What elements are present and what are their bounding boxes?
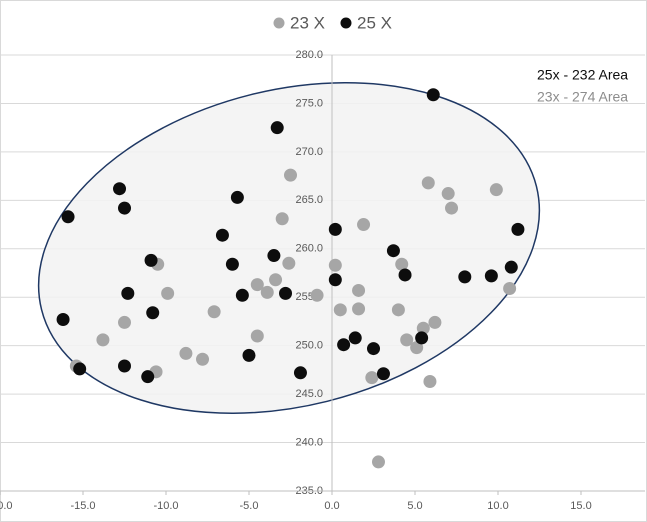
- x-tick-label: -5.0: [240, 500, 259, 512]
- point: [161, 286, 175, 300]
- legend-marker: [273, 17, 285, 29]
- legend-label: 23 X: [290, 13, 325, 32]
- point: [365, 371, 379, 385]
- point: [400, 333, 414, 347]
- point: [386, 244, 400, 258]
- point: [416, 321, 430, 335]
- point: [96, 333, 110, 347]
- point: [242, 348, 256, 362]
- point: [421, 176, 435, 190]
- point: [423, 375, 437, 389]
- point: [270, 121, 284, 135]
- point: [441, 187, 455, 201]
- point: [293, 366, 307, 380]
- point: [504, 260, 518, 274]
- y-tick-label: 245.0: [295, 388, 323, 400]
- point: [196, 352, 210, 366]
- legend-label: 25 X: [357, 13, 392, 32]
- x-tick-label: 0.0: [324, 500, 339, 512]
- annotation: 25x - 232 Area: [537, 67, 628, 83]
- point: [352, 283, 366, 297]
- point: [207, 305, 221, 319]
- point: [348, 331, 362, 345]
- point: [328, 222, 342, 236]
- annotations: 25x - 232 Area 23x - 274 Area: [537, 67, 628, 105]
- point: [118, 201, 131, 215]
- point: [113, 182, 127, 196]
- point: [484, 269, 498, 283]
- point: [146, 306, 160, 320]
- annotation: 23x - 274 Area: [537, 89, 628, 105]
- x-tick-label: 10.0: [487, 500, 508, 512]
- point: [398, 268, 412, 282]
- point: [426, 88, 440, 102]
- axes: 235.0240.0245.0250.0255.0260.0265.0270.0…: [0, 49, 645, 512]
- point: [279, 286, 293, 300]
- point: [61, 210, 75, 224]
- point: [503, 282, 517, 296]
- x-tick-label: 5.0: [407, 500, 422, 512]
- point: [225, 257, 239, 271]
- point: [230, 190, 244, 204]
- legend-marker: [340, 17, 352, 29]
- point: [511, 222, 525, 236]
- point: [235, 288, 249, 302]
- point: [284, 168, 297, 182]
- points: [56, 88, 525, 469]
- y-tick-label: 275.0: [295, 97, 323, 109]
- point: [337, 338, 351, 352]
- legend: 23 X 25 X: [273, 13, 392, 32]
- y-tick-label: 270.0: [295, 146, 323, 158]
- point: [328, 273, 342, 287]
- y-tick-label: 240.0: [295, 436, 323, 448]
- point: [376, 367, 390, 381]
- y-tick-label: 280.0: [295, 49, 323, 61]
- point: [260, 285, 274, 299]
- point: [428, 315, 442, 329]
- point: [371, 455, 385, 469]
- y-tick-label: 260.0: [295, 243, 323, 255]
- point: [267, 249, 281, 263]
- point: [179, 346, 193, 360]
- point: [458, 270, 472, 284]
- point: [56, 313, 70, 327]
- x-tick-label: -10.0: [153, 500, 178, 512]
- point: [121, 286, 135, 300]
- point: [250, 329, 264, 343]
- point: [333, 303, 347, 317]
- point: [489, 183, 503, 197]
- point: [395, 257, 409, 271]
- point: [410, 341, 424, 355]
- point: [118, 359, 131, 373]
- point: [215, 228, 229, 242]
- point: [118, 315, 131, 329]
- point: [415, 331, 429, 345]
- point: [357, 218, 371, 232]
- point: [282, 256, 296, 270]
- area-ellipse: [37, 81, 541, 415]
- y-tick-label: 250.0: [295, 340, 323, 352]
- point: [250, 278, 264, 292]
- point: [73, 362, 87, 376]
- point: [310, 288, 324, 302]
- x-tick-label: -20.0: [0, 500, 13, 512]
- point: [141, 370, 155, 384]
- point: [445, 201, 459, 215]
- point: [367, 342, 380, 356]
- point: [391, 303, 405, 317]
- y-tick-label: 265.0: [295, 194, 323, 206]
- point: [269, 273, 283, 287]
- point: [275, 212, 289, 226]
- x-tick-label: -15.0: [70, 500, 95, 512]
- point: [352, 302, 366, 316]
- point: [144, 253, 158, 267]
- x-tick-label: 15.0: [570, 500, 591, 512]
- point: [328, 258, 342, 272]
